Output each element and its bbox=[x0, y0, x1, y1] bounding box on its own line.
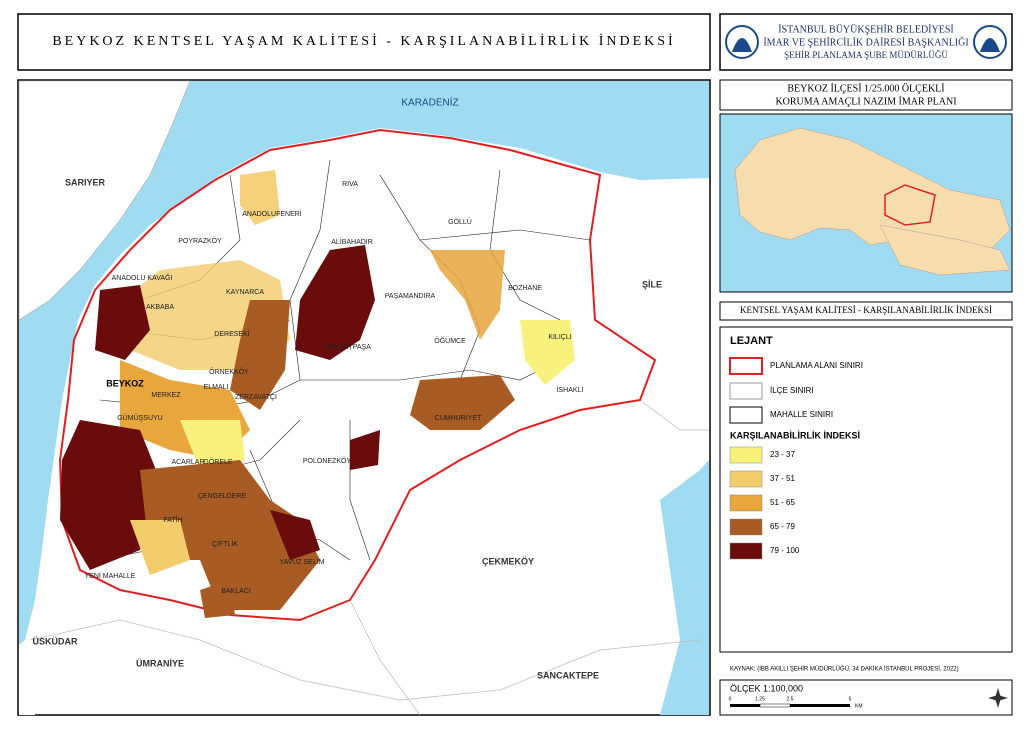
neighbourhood-label: ÖĞÜMCE bbox=[434, 336, 466, 345]
legend-label: İLÇE SINIRI bbox=[770, 386, 814, 395]
district-label: SARIYER bbox=[65, 177, 106, 187]
neighbourhood-label: GÖRELE bbox=[203, 458, 233, 466]
source: KAYNAK: (İBB AKILLI ŞEHİR MÜDÜRLÜĞÜ, 34 … bbox=[730, 666, 959, 673]
scale-unit: KM bbox=[855, 703, 863, 709]
district-label: SANCAKTEPE bbox=[537, 670, 599, 680]
section-box bbox=[719, 301, 1013, 321]
legend-label: 23 - 37 bbox=[770, 450, 795, 459]
neighbourhood-label: GÖLLÜ bbox=[448, 218, 472, 226]
neighbourhood-label: ÇİFTLİK bbox=[212, 539, 238, 548]
neighbourhood-label: MERKEZ bbox=[151, 392, 181, 399]
neighbourhood-label: ZERZAVATÇI bbox=[235, 394, 277, 401]
org-line: İSTANBUL BÜYÜKŞEHİR BELEDİYESİ bbox=[778, 23, 954, 35]
legend-label: 79 - 100 bbox=[770, 546, 800, 555]
neighbourhood-label: GÜMÜŞSUYU bbox=[117, 414, 163, 422]
legend-swatch bbox=[729, 542, 763, 560]
plan-title: BEYKOZ İLÇESİ 1/25.000 ÖLÇEKLİ bbox=[787, 82, 944, 94]
legend-swatch bbox=[729, 382, 763, 400]
legend-swatch bbox=[729, 357, 763, 375]
neighbourhood-label: BAKLACI bbox=[221, 588, 251, 595]
legend-label: 65 - 79 bbox=[770, 522, 795, 531]
scale-title: ÖLÇEK 1:100,000 bbox=[730, 683, 803, 693]
scale-tick: 0 bbox=[729, 696, 732, 702]
neighbourhood-label: ŞEVKETPAŞA bbox=[325, 344, 371, 351]
neighbourhood-label: YENİ MAHALLE bbox=[85, 571, 136, 580]
neighbourhood-label: YAVUZ SELİM bbox=[279, 557, 324, 566]
legend-box bbox=[719, 326, 1013, 653]
neighbourhood-label: RİVA bbox=[342, 179, 358, 188]
north-arrow bbox=[988, 688, 1008, 708]
legend-label: 51 - 65 bbox=[770, 498, 795, 507]
title-box bbox=[17, 13, 711, 71]
legend-label: MAHALLE SINIRI bbox=[770, 410, 833, 419]
neighbourhood-label: İSHAKLI bbox=[557, 385, 584, 394]
district-label: ŞİLE bbox=[642, 279, 662, 289]
neighbourhood-label: FATİH bbox=[163, 515, 182, 524]
scale-tick: 1.25 bbox=[755, 696, 765, 702]
logo-left bbox=[725, 25, 759, 59]
inset-map bbox=[719, 113, 1013, 293]
legend-swatch bbox=[729, 406, 763, 424]
neighbourhood-label: ÇENGELDERE bbox=[198, 493, 247, 500]
legend-swatch bbox=[729, 470, 763, 488]
org-line: ŞEHİR PLANLAMA ŞUBE MÜDÜRLÜĞÜ bbox=[784, 50, 948, 60]
legend-label: 37 - 51 bbox=[770, 474, 795, 483]
main-map bbox=[17, 79, 711, 716]
neighbourhood-label: KAYNARCA bbox=[226, 289, 264, 296]
neighbourhood-label: ALİBAHADIR bbox=[331, 237, 373, 246]
neighbourhood-label: DERESEKİ bbox=[214, 329, 249, 338]
org-box bbox=[719, 13, 1013, 71]
section-title: KENTSEL YAŞAM KALİTESİ - KARŞILANABİLİRL… bbox=[740, 305, 992, 315]
page-title: BEYKOZ KENTSEL YAŞAM KALİTESİ - KARŞILAN… bbox=[52, 33, 675, 49]
plan-title: KORUMA AMAÇLI NAZIM İMAR PLANI bbox=[775, 95, 956, 107]
neighbourhood-label: POYRAZKÖY bbox=[178, 237, 222, 245]
neighbourhood-label: PAŞAMANDIRA bbox=[385, 293, 436, 300]
neighbourhood-label: ACARLAR bbox=[171, 459, 204, 466]
scale-tick: 2.5 bbox=[787, 696, 794, 702]
neighbourhood-label: BOZHANE bbox=[508, 285, 542, 292]
neighbourhood-label: ANADOLU KAVAĞI bbox=[112, 273, 173, 282]
legend-swatch bbox=[729, 518, 763, 536]
legend-swatch bbox=[729, 494, 763, 512]
legend-subtitle: KARŞILANABİLİRLİK İNDEKSİ bbox=[730, 430, 860, 440]
logo-right bbox=[973, 25, 1007, 59]
org-line: İMAR VE ŞEHİRCİLİK DAİRESİ BAŞKANLIĞI bbox=[763, 36, 968, 48]
scale-tick: 5 bbox=[849, 696, 852, 702]
sea-label: KARADENİZ bbox=[401, 96, 458, 109]
scale-box bbox=[719, 679, 1013, 716]
plan-title-box bbox=[719, 79, 1013, 111]
legend-label: PLANLAMA ALANI SINIRI bbox=[770, 361, 863, 370]
legend-title: LEJANT bbox=[730, 335, 773, 347]
district-label: ÜSKÜDAR bbox=[33, 636, 79, 646]
neighbourhood-label: AKBABA bbox=[146, 304, 174, 311]
neighbourhood-label: ELMALI bbox=[204, 384, 229, 391]
scale-bar bbox=[730, 703, 850, 708]
legend-swatch bbox=[729, 446, 763, 464]
neighbourhood-label: KILIÇLI bbox=[548, 334, 571, 341]
index-clusters bbox=[60, 170, 575, 618]
neighbourhood-label: BEYKOZ bbox=[106, 378, 144, 388]
neighbourhood-label: ANADOLUFENERİ bbox=[242, 209, 302, 218]
district-label: ÇEKMEKÖY bbox=[482, 556, 534, 566]
district-label: ÜMRANİYE bbox=[136, 658, 184, 668]
neighbourhood-label: ÖRNEKKÖY bbox=[209, 368, 249, 376]
neighbourhood-label: POLONEZKÖY bbox=[303, 457, 352, 465]
neighbourhood-label: CUMHURİYET bbox=[435, 413, 482, 422]
